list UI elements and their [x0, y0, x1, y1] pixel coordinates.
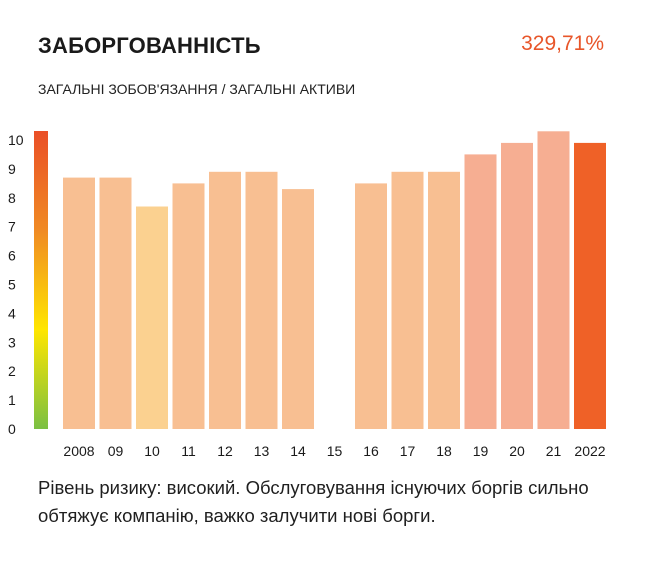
risk-scale-bar: [34, 131, 48, 429]
chart-subtitle: ЗАГАЛЬНІ ЗОБОВ'ЯЗАННЯ / ЗАГАЛЬНІ АКТИВИ: [38, 81, 356, 97]
y-tick-label: 4: [8, 305, 16, 321]
risk-scale: [34, 131, 48, 429]
y-tick-label: 8: [8, 190, 16, 206]
x-tick-label: 16: [363, 443, 379, 459]
y-tick-label: 6: [8, 248, 16, 264]
x-tick-label: 12: [217, 443, 233, 459]
y-tick-label: 10: [8, 132, 24, 148]
y-tick-label: 2: [8, 363, 16, 379]
bar-10: [136, 206, 168, 429]
x-tick-label: 2022: [574, 443, 605, 459]
bar-2008: [63, 177, 95, 429]
bar-16: [355, 183, 387, 429]
x-tick-label: 15: [327, 443, 343, 459]
bars: [63, 131, 606, 430]
x-tick-label: 17: [400, 443, 416, 459]
bar-14: [282, 189, 314, 429]
risk-caption: Рівень ризику: високий. Обслуговування і…: [38, 477, 589, 526]
y-tick-label: 7: [8, 219, 16, 235]
x-tick-label: 21: [546, 443, 562, 459]
x-tick-label: 2008: [63, 443, 94, 459]
bar-09: [99, 177, 132, 429]
y-axis-ticks: 0 1 2 3 4 5 6 7 8 9 10: [8, 132, 24, 437]
y-tick-label: 5: [8, 277, 16, 293]
bar-20: [501, 142, 533, 429]
bar-19: [464, 154, 497, 429]
y-tick-label: 3: [8, 334, 16, 350]
x-axis-ticks: 2008 09 10 11 12 13 14 15 16 17 18 19 20 21 2022: [63, 443, 605, 459]
bar-21: [537, 131, 570, 430]
y-tick-label: 9: [8, 161, 16, 177]
bar-13: [245, 171, 278, 430]
bar-2022: [574, 142, 606, 429]
x-tick-label: 19: [473, 443, 489, 459]
bar-18: [428, 171, 460, 430]
bar-17: [391, 171, 424, 430]
chart-title: ЗАБОРГОВАННІСТЬ: [38, 33, 261, 58]
x-tick-label: 11: [181, 443, 196, 459]
x-tick-label: 20: [509, 443, 525, 459]
headline-value: 329,71%: [521, 32, 604, 55]
bar-11: [172, 183, 205, 429]
x-tick-label: 13: [254, 443, 270, 459]
y-tick-label: 0: [8, 421, 16, 437]
x-tick-label: 18: [436, 443, 452, 459]
x-tick-label: 09: [108, 443, 124, 459]
y-tick-label: 1: [8, 392, 16, 408]
x-tick-label: 10: [144, 443, 160, 459]
x-tick-label: 14: [290, 443, 306, 459]
bar-12: [209, 171, 241, 430]
